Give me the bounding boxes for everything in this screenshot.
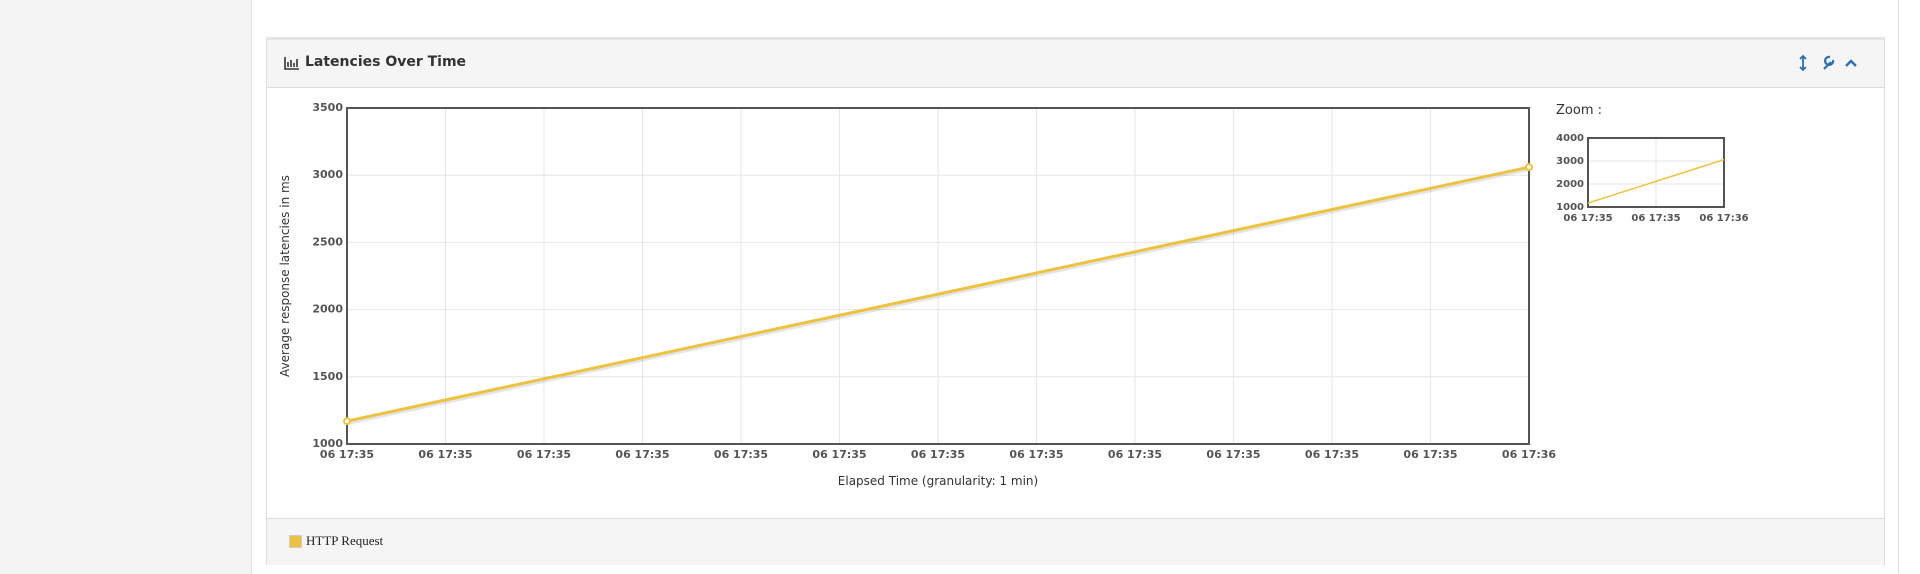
- x-tick-label: 06 17:35: [1206, 448, 1260, 461]
- y-tick-label: 1500: [312, 370, 343, 383]
- plot-border: [346, 107, 1530, 445]
- x-tick-label: 06 17:36: [1699, 213, 1748, 224]
- x-tick-label: 06 17:35: [1563, 213, 1612, 224]
- y-tick-label: 1000: [312, 437, 343, 450]
- x-tick-label: 06 17:35: [1631, 213, 1680, 224]
- panel-tools[interactable]: [1797, 53, 1867, 73]
- panel: Latencies Over Time HTTP Request: [266, 37, 1885, 565]
- series-line: [1587, 158, 1725, 204]
- y-tick-label: 3000: [312, 168, 343, 181]
- scrollbar[interactable]: [1898, 0, 1920, 574]
- legend: HTTP Request: [267, 518, 1884, 565]
- y-tick-label: 1000: [1556, 202, 1584, 213]
- x-tick-label: 06 17:35: [418, 448, 472, 461]
- x-tick-label: 06 17:35: [1108, 448, 1162, 461]
- x-tick-label: 06 17:35: [1009, 448, 1063, 461]
- x-tick-label: 06 17:35: [812, 448, 866, 461]
- x-tick-label: 06 17:35: [517, 448, 571, 461]
- legend-label[interactable]: HTTP Request: [306, 533, 384, 548]
- y-tick-label: 2000: [312, 303, 343, 316]
- y-tick-label: 4000: [1556, 133, 1584, 144]
- point: [1525, 163, 1533, 172]
- x-tick-label: 06 17:35: [320, 448, 374, 461]
- x-tick-label: 06 17:35: [714, 448, 768, 461]
- zoom-title: Zoom :: [1556, 103, 1602, 118]
- y-tick-label: 3000: [1556, 156, 1584, 167]
- y-tick-label: 2500: [312, 235, 343, 248]
- x-tick-label: 06 17:35: [1305, 448, 1359, 461]
- y-tick-label: 2000: [1556, 179, 1584, 190]
- panel-title: Latencies Over Time: [305, 54, 467, 70]
- chart-icon: [284, 57, 299, 70]
- x-tick-label: 06 17:35: [911, 448, 965, 461]
- panel-header: Latencies Over Time: [267, 40, 1884, 88]
- series-line: [346, 165, 1530, 423]
- y-axis-label: Average response latencies in ms: [278, 175, 292, 377]
- x-tick-label: 06 17:35: [615, 448, 669, 461]
- y-tick-label: 3500: [312, 101, 343, 114]
- x-tick-label: 06 17:35: [1403, 448, 1457, 461]
- plot-border: [1587, 137, 1725, 208]
- x-axis-label: Elapsed Time (granularity: 1 min): [838, 474, 1038, 488]
- line-shadow: [346, 167, 1530, 426]
- sidebar: [0, 0, 252, 574]
- legend-swatch: [289, 535, 302, 548]
- x-tick-label: 06 17:36: [1502, 448, 1556, 461]
- point: [343, 417, 351, 426]
